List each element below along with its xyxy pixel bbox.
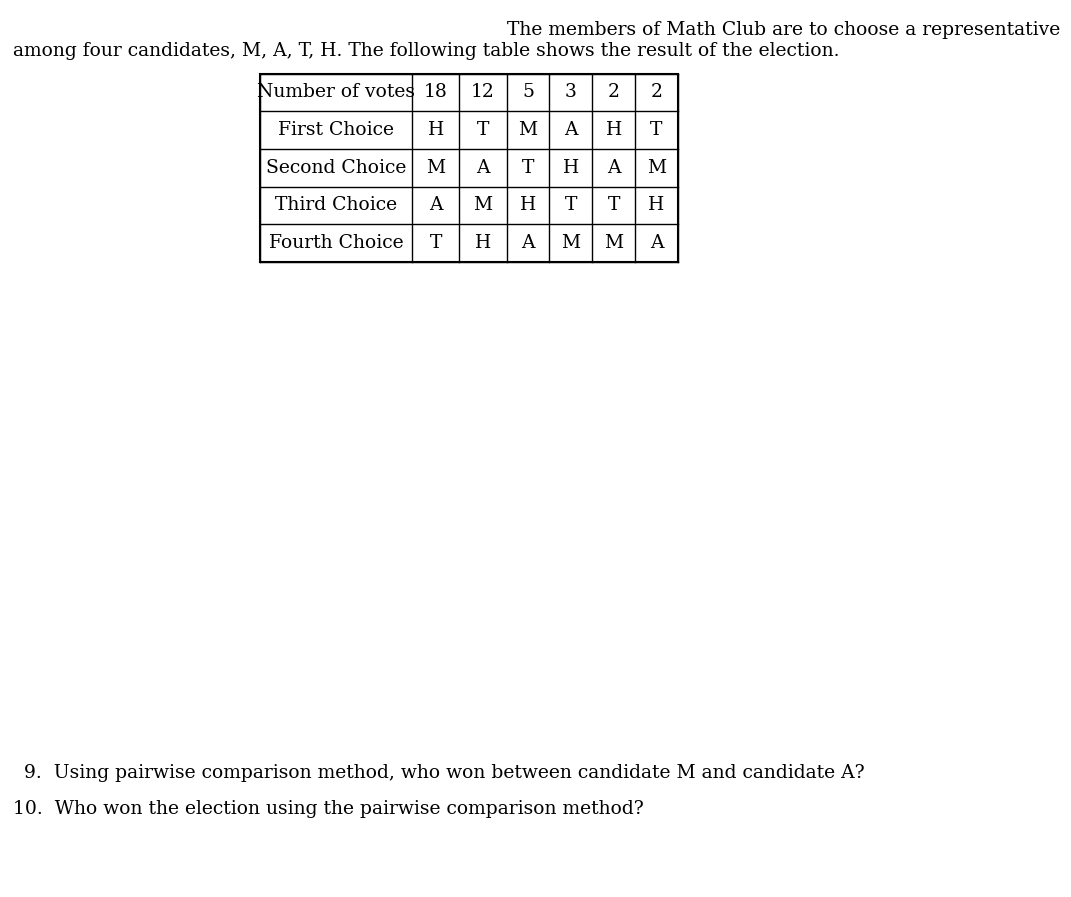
Text: 2: 2 bbox=[607, 83, 620, 101]
Text: 18: 18 bbox=[424, 83, 448, 101]
Text: H: H bbox=[519, 196, 537, 214]
Text: T: T bbox=[650, 121, 663, 139]
Text: Number of votes: Number of votes bbox=[257, 83, 416, 101]
Text: M: M bbox=[561, 234, 580, 252]
Text: M: M bbox=[647, 159, 666, 177]
Text: 12: 12 bbox=[471, 83, 495, 101]
Text: among four candidates, M, A, T, H. The following table shows the result of the e: among four candidates, M, A, T, H. The f… bbox=[13, 42, 840, 60]
Text: A: A bbox=[477, 159, 489, 177]
Text: T: T bbox=[607, 196, 620, 214]
Text: T: T bbox=[564, 196, 577, 214]
Text: A: A bbox=[650, 234, 663, 252]
Text: 10.  Who won the election using the pairwise comparison method?: 10. Who won the election using the pairw… bbox=[13, 800, 644, 818]
Text: H: H bbox=[648, 196, 665, 214]
Text: Third Choice: Third Choice bbox=[275, 196, 397, 214]
Text: T: T bbox=[477, 121, 489, 139]
Text: 2: 2 bbox=[650, 83, 663, 101]
Text: H: H bbox=[474, 234, 492, 252]
Text: 9.  Using pairwise comparison method, who won between candidate M and candidate : 9. Using pairwise comparison method, who… bbox=[24, 764, 864, 782]
Text: M: M bbox=[604, 234, 623, 252]
Text: M: M bbox=[426, 159, 446, 177]
Text: A: A bbox=[429, 196, 442, 214]
Text: H: H bbox=[562, 159, 579, 177]
Text: First Choice: First Choice bbox=[278, 121, 394, 139]
Text: M: M bbox=[473, 196, 493, 214]
Text: H: H bbox=[427, 121, 444, 139]
Text: 5: 5 bbox=[522, 83, 534, 101]
Text: A: A bbox=[522, 234, 534, 252]
Bar bbox=[260, 74, 678, 262]
Text: Fourth Choice: Fourth Choice bbox=[269, 234, 404, 252]
Text: The members of Math Club are to choose a representative: The members of Math Club are to choose a… bbox=[507, 21, 1060, 39]
Text: T: T bbox=[429, 234, 442, 252]
Text: A: A bbox=[564, 121, 577, 139]
Text: H: H bbox=[605, 121, 622, 139]
Text: M: M bbox=[518, 121, 538, 139]
Text: Second Choice: Second Choice bbox=[266, 159, 407, 177]
Text: A: A bbox=[607, 159, 620, 177]
Text: T: T bbox=[522, 159, 534, 177]
Text: 3: 3 bbox=[564, 83, 577, 101]
